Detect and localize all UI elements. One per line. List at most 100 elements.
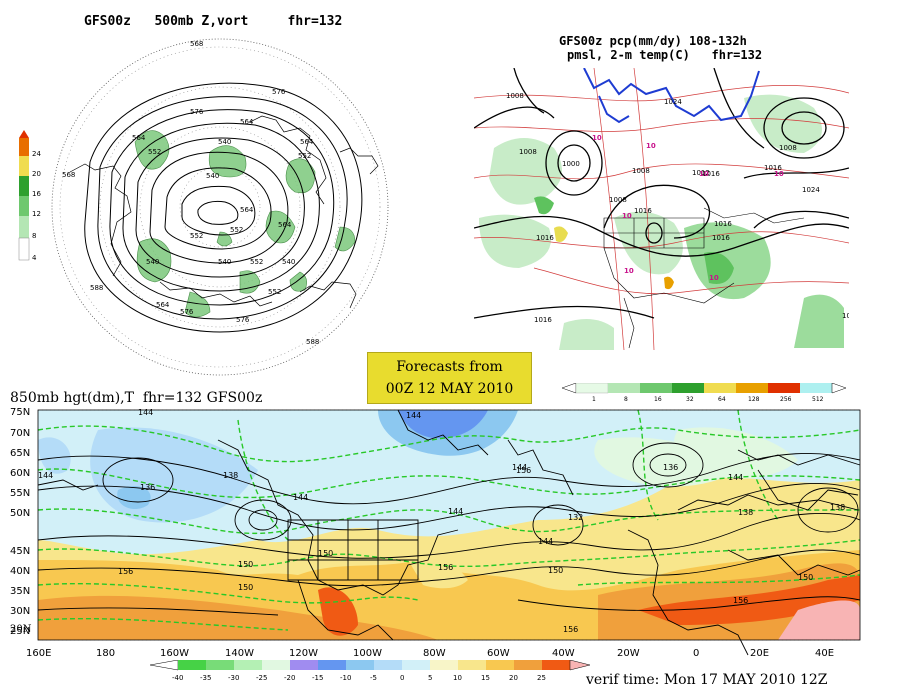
svg-text:80W: 80W bbox=[423, 648, 446, 659]
precip-colorbar: 1 8 16 32 64 128 256 512 bbox=[562, 383, 847, 403]
temp-colorbar: -40 -35 -30 -25 -20 -15 -10 -5 0 5 10 15… bbox=[150, 660, 590, 682]
svg-text:540: 540 bbox=[206, 172, 219, 180]
svg-text:256: 256 bbox=[780, 396, 792, 403]
svg-text:10: 10 bbox=[709, 274, 719, 282]
svg-text:40N: 40N bbox=[10, 566, 30, 577]
svg-text:-5: -5 bbox=[370, 674, 377, 682]
svg-text:576: 576 bbox=[272, 88, 286, 96]
svg-text:552: 552 bbox=[268, 288, 281, 296]
svg-text:24: 24 bbox=[32, 150, 41, 158]
svg-text:150: 150 bbox=[548, 566, 563, 575]
svg-text:45N: 45N bbox=[10, 546, 30, 557]
svg-text:552: 552 bbox=[148, 148, 161, 156]
forecast-line-1: Forecasts from bbox=[396, 359, 503, 375]
svg-text:1016: 1016 bbox=[842, 312, 849, 320]
svg-text:144: 144 bbox=[728, 473, 743, 482]
svg-text:16: 16 bbox=[654, 396, 662, 403]
svg-text:1008: 1008 bbox=[609, 196, 627, 204]
svg-text:1016: 1016 bbox=[534, 316, 552, 324]
svg-text:576: 576 bbox=[180, 308, 194, 316]
svg-text:588: 588 bbox=[90, 284, 103, 292]
svg-text:568: 568 bbox=[190, 40, 203, 48]
forecast-line-2: 00Z 12 MAY 2010 bbox=[385, 381, 514, 397]
svg-text:10: 10 bbox=[646, 142, 656, 150]
svg-text:10: 10 bbox=[699, 170, 709, 178]
svg-text:20: 20 bbox=[32, 170, 41, 178]
svg-text:25: 25 bbox=[537, 674, 546, 682]
svg-text:120W: 120W bbox=[289, 648, 318, 659]
svg-text:568: 568 bbox=[62, 171, 75, 179]
svg-text:132: 132 bbox=[568, 513, 583, 522]
lat-label-20n: 20N bbox=[10, 624, 32, 635]
svg-text:150: 150 bbox=[798, 573, 813, 582]
svg-text:75N: 75N bbox=[10, 407, 30, 418]
svg-text:144: 144 bbox=[138, 408, 153, 417]
svg-text:564: 564 bbox=[156, 301, 170, 309]
svg-text:564: 564 bbox=[240, 118, 254, 126]
svg-text:128: 128 bbox=[748, 396, 760, 403]
svg-text:-35: -35 bbox=[200, 674, 211, 682]
svg-text:4: 4 bbox=[32, 254, 37, 262]
svg-text:564: 564 bbox=[278, 221, 292, 229]
svg-text:15: 15 bbox=[481, 674, 490, 682]
svg-text:1016: 1016 bbox=[712, 234, 730, 242]
svg-text:20W: 20W bbox=[617, 648, 640, 659]
panel-tl-title: GFS00z 500mb Z,vort fhr=132 bbox=[84, 14, 343, 29]
svg-text:5: 5 bbox=[428, 674, 432, 682]
svg-text:140W: 140W bbox=[225, 648, 254, 659]
svg-text:136: 136 bbox=[140, 483, 155, 492]
svg-text:1016: 1016 bbox=[536, 234, 554, 242]
svg-text:25N: 25N bbox=[10, 626, 30, 637]
svg-text:138: 138 bbox=[738, 508, 753, 517]
svg-text:144: 144 bbox=[538, 537, 553, 546]
svg-text:0: 0 bbox=[693, 648, 699, 659]
svg-text:1: 1 bbox=[592, 396, 596, 403]
svg-text:552: 552 bbox=[250, 258, 263, 266]
svg-text:540: 540 bbox=[146, 258, 159, 266]
svg-text:40E: 40E bbox=[815, 648, 834, 659]
svg-text:100W: 100W bbox=[353, 648, 382, 659]
svg-text:-40: -40 bbox=[172, 674, 183, 682]
svg-text:136: 136 bbox=[663, 463, 678, 472]
svg-text:55N: 55N bbox=[10, 488, 30, 499]
svg-text:160W: 160W bbox=[160, 648, 189, 659]
svg-text:60W: 60W bbox=[487, 648, 510, 659]
svg-text:144: 144 bbox=[293, 493, 308, 502]
svg-text:144: 144 bbox=[448, 507, 463, 516]
svg-text:1016: 1016 bbox=[702, 170, 720, 178]
svg-text:30N: 30N bbox=[10, 606, 30, 617]
svg-text:138: 138 bbox=[223, 471, 238, 480]
svg-text:32: 32 bbox=[686, 396, 694, 403]
svg-text:576: 576 bbox=[236, 316, 250, 324]
panel-tr-title-1: GFS00z pcp(mm/dy) 108-132h bbox=[559, 34, 747, 48]
svg-text:156: 156 bbox=[438, 563, 453, 572]
svg-text:564: 564 bbox=[300, 138, 314, 146]
svg-text:512: 512 bbox=[812, 396, 824, 403]
svg-text:144: 144 bbox=[406, 411, 421, 420]
svg-text:150: 150 bbox=[318, 549, 333, 558]
svg-text:-20: -20 bbox=[284, 674, 295, 682]
svg-text:35N: 35N bbox=[10, 586, 30, 597]
svg-text:65N: 65N bbox=[10, 448, 30, 459]
svg-text:64: 64 bbox=[718, 396, 726, 403]
svg-text:160E: 160E bbox=[26, 648, 51, 659]
vort-colorbar: 24 20 16 12 8 4 bbox=[18, 130, 41, 262]
svg-text:10: 10 bbox=[624, 267, 634, 275]
svg-text:564: 564 bbox=[132, 134, 146, 142]
svg-text:10: 10 bbox=[453, 674, 462, 682]
svg-text:576: 576 bbox=[190, 108, 204, 116]
svg-text:138: 138 bbox=[830, 503, 845, 512]
svg-text:8: 8 bbox=[32, 232, 36, 240]
svg-text:144: 144 bbox=[512, 463, 527, 472]
svg-text:-15: -15 bbox=[312, 674, 323, 682]
svg-text:1016: 1016 bbox=[764, 164, 782, 172]
svg-text:1016: 1016 bbox=[714, 220, 732, 228]
svg-text:156: 156 bbox=[733, 596, 748, 605]
svg-text:10: 10 bbox=[622, 212, 632, 220]
svg-text:552: 552 bbox=[190, 232, 203, 240]
svg-text:1012: 1012 bbox=[692, 169, 710, 177]
svg-text:50N: 50N bbox=[10, 508, 30, 519]
svg-text:40W: 40W bbox=[552, 648, 575, 659]
